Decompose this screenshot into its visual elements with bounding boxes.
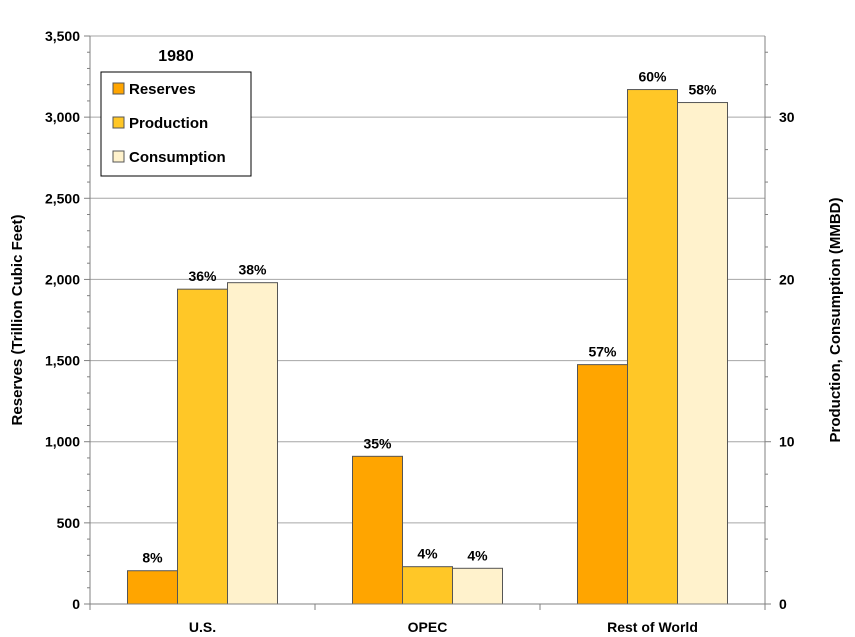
y-tick-label: 1,000 bbox=[45, 434, 80, 450]
data-label: 60% bbox=[638, 69, 667, 85]
x-tick-label: OPEC bbox=[408, 619, 448, 635]
x-tick-label: Rest of World bbox=[607, 619, 698, 635]
bars bbox=[127, 89, 728, 605]
y-tick-label: 500 bbox=[57, 515, 81, 531]
y2-tick-label: 30 bbox=[779, 109, 795, 125]
legend-entry: Reserves bbox=[129, 81, 196, 98]
legend-box bbox=[100, 71, 252, 177]
data-label: 57% bbox=[588, 344, 617, 360]
axes: 0 500 1,000 1,500 2,000 2,500 3,000 3,500 0 10 20 3… bbox=[45, 28, 795, 635]
year-annotation: 1980 bbox=[158, 48, 194, 65]
data-labels: 8% 35% 57% 36% 4% 60% 38% 4% 58% bbox=[142, 69, 717, 566]
y-axis-title: Reserves (Trillion Cubic Feet) bbox=[9, 215, 26, 426]
y2-axis-title: Production, Consumption (MMBD) bbox=[827, 198, 844, 443]
y-tick-label: 2,000 bbox=[45, 271, 80, 287]
legend-swatch bbox=[112, 116, 125, 129]
bar bbox=[627, 89, 678, 605]
y-tick-label: 2,500 bbox=[45, 190, 80, 206]
data-label: 35% bbox=[363, 435, 392, 451]
legend-swatch bbox=[112, 82, 125, 95]
bar bbox=[177, 288, 228, 605]
x-tick-label: U.S. bbox=[189, 619, 216, 635]
data-label: 36% bbox=[188, 268, 217, 284]
bar bbox=[127, 570, 178, 605]
bar bbox=[677, 102, 728, 605]
data-label: 4% bbox=[467, 547, 488, 563]
data-label: 38% bbox=[238, 262, 267, 278]
data-label: 8% bbox=[142, 550, 163, 566]
legend-entry: Production bbox=[129, 115, 208, 132]
y-tick-label: 1,500 bbox=[45, 353, 80, 369]
legend-swatch bbox=[112, 150, 125, 163]
data-label: 58% bbox=[688, 82, 717, 98]
y-tick-label: 3,500 bbox=[45, 28, 80, 44]
legend-entry: Consumption bbox=[129, 149, 226, 166]
y2-tick-label: 10 bbox=[779, 434, 795, 450]
bar bbox=[227, 282, 278, 605]
bar bbox=[452, 567, 503, 605]
y-tick-label: 3,000 bbox=[45, 109, 80, 125]
y2-tick-label: 0 bbox=[779, 596, 787, 612]
legend: Reserves Production Consumption bbox=[100, 71, 252, 177]
bar bbox=[352, 455, 403, 605]
y2-tick-label: 20 bbox=[779, 271, 795, 287]
y-tick-label: 0 bbox=[72, 596, 80, 612]
bar bbox=[402, 566, 453, 605]
data-label: 4% bbox=[417, 546, 438, 562]
bar bbox=[577, 364, 628, 605]
